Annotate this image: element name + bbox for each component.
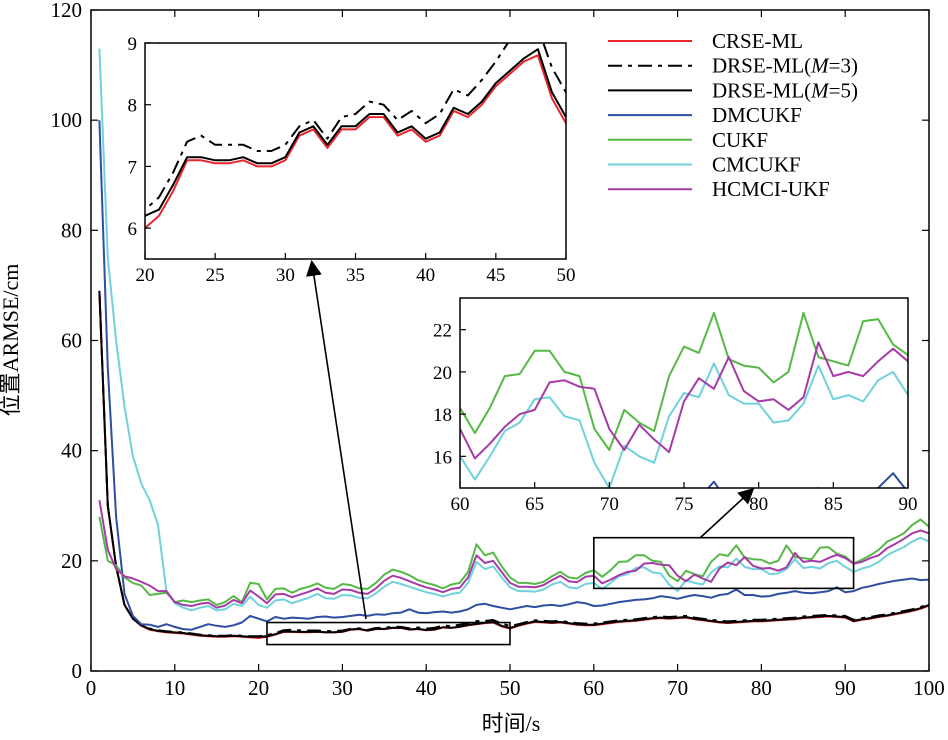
y-tick-label: 60 — [61, 329, 82, 353]
inset-series-line-cmcukf — [460, 362, 908, 488]
inset-series-line-dmcukf — [157, 43, 161, 44]
x-tick-label: 10 — [164, 676, 185, 700]
inset-x-tick-label: 90 — [899, 494, 918, 515]
y-tick-label: 80 — [61, 218, 82, 242]
inset-series-line-drse-ml-m-3 — [145, 43, 566, 211]
series-line-cukf — [98, 516, 929, 606]
zoom-region-box — [592, 536, 855, 590]
inset-y-tick-label: 6 — [128, 219, 138, 240]
inset-x-tick-label: 65 — [525, 494, 544, 515]
inset-series-line-cukf — [460, 311, 908, 451]
inset-series-group — [145, 43, 566, 230]
inset-x-tick-label: 35 — [346, 265, 365, 286]
zoom-arrow — [306, 259, 367, 620]
zoom-region-box — [266, 621, 511, 646]
y-tick-label: 100 — [51, 108, 83, 132]
inset-y-tick-label: 16 — [433, 447, 452, 468]
inset-y-tick-label: 7 — [128, 157, 138, 178]
inset-x-tick-label: 40 — [416, 265, 435, 286]
inset-x-tick-label: 85 — [824, 494, 843, 515]
inset-x-tick-label: 50 — [557, 265, 576, 286]
legend-label-cmcukf: CMCUKF — [712, 153, 801, 177]
series-line-dmcukf — [98, 120, 929, 631]
series-line-hcmci-ukf — [98, 500, 929, 609]
x-tick-label: 30 — [332, 676, 353, 700]
inset-y-tick-label: 9 — [128, 34, 138, 55]
y-tick-label: 0 — [72, 659, 83, 683]
inset-series-line-drse-ml-m-5 — [145, 48, 566, 217]
x-tick-label: 60 — [583, 676, 604, 700]
series-line-drse-ml-m-5 — [98, 290, 929, 638]
inset-series-group — [460, 311, 908, 488]
inset-x-tick-label: 45 — [486, 265, 505, 286]
zoom-indicators — [266, 259, 855, 646]
inset-x-tick-label: 75 — [675, 494, 694, 515]
inset-series-line-crse-ml — [145, 54, 566, 230]
inset-plot-2: 60 65 70 75 80 85 90 16 18 20 22 — [433, 297, 918, 515]
main-plot: 0 10 20 30 40 50 60 70 80 90 100 0 20 40 60 80 100 120 — [51, 0, 945, 700]
x-tick-label: 80 — [751, 676, 772, 700]
series-line-drse-ml-m-3 — [98, 290, 929, 638]
main-series-group — [98, 48, 929, 639]
x-tick-label: 70 — [667, 676, 688, 700]
y-tick-label: 40 — [61, 439, 82, 463]
inset-x-tick-label: 20 — [136, 265, 155, 286]
legend: CRSE-MLDRSE-ML(M=3)DRSE-ML(M=5)DMCUKFCUK… — [608, 29, 858, 201]
x-tick-label: 20 — [248, 676, 269, 700]
inset-y-tick-label: 8 — [128, 96, 138, 117]
inset-plot-1: 20 25 30 35 40 45 50 6 7 8 9 — [128, 34, 576, 286]
inset-x-tick-label: 30 — [276, 265, 295, 286]
legend-label-hcmci-ukf: HCMCI-UKF — [712, 177, 830, 201]
series-line-cmcukf — [98, 48, 929, 612]
inset-background — [145, 43, 566, 259]
inset-series-line-hcmci-ukf — [460, 341, 908, 460]
legend-label-drse-ml-m-3: DRSE-ML(M=3) — [712, 54, 858, 78]
inset-y-tick-label: 20 — [433, 363, 452, 384]
inset-x-tick-label: 25 — [206, 265, 225, 286]
inset-x-tick-label: 80 — [749, 494, 768, 515]
inset-y-tick-label: 18 — [433, 405, 452, 426]
zoom-arrow — [699, 487, 755, 539]
legend-label-drse-ml-m-5: DRSE-ML(M=5) — [712, 78, 858, 102]
inset-y-tick-label: 22 — [433, 321, 452, 342]
x-tick-label: 50 — [500, 676, 521, 700]
x-tick-label: 0 — [86, 676, 97, 700]
x-tick-label: 90 — [835, 676, 856, 700]
legend-label-crse-ml: CRSE-ML — [712, 29, 803, 53]
y-axis-label: 位置ARMSE/cm — [0, 264, 23, 417]
inset-x-tick-label: 70 — [600, 494, 619, 515]
legend-label-cukf: CUKF — [712, 128, 768, 152]
y-tick-label: 20 — [61, 549, 82, 573]
x-tick-label: 40 — [416, 676, 437, 700]
legend-label-dmcukf: DMCUKF — [712, 103, 802, 127]
x-axis-label: 时间/s — [482, 711, 541, 736]
y-tick-label: 120 — [51, 0, 83, 22]
x-tick-label: 100 — [913, 676, 945, 700]
inset-x-tick-label: 60 — [451, 494, 470, 515]
